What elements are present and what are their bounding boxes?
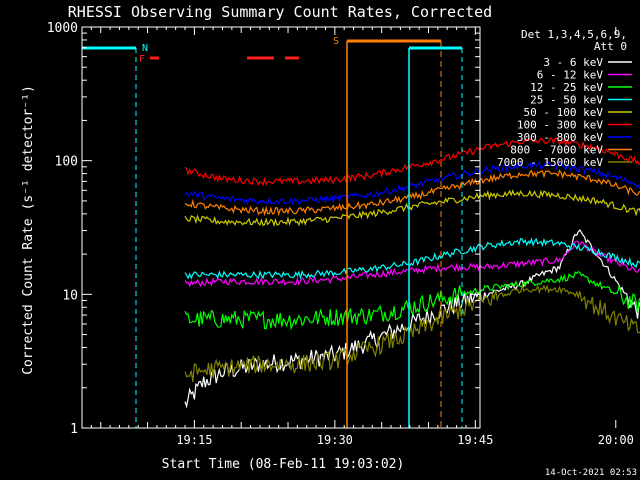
- plot-frame: [81, 26, 481, 429]
- y-tick-label: 10: [62, 288, 78, 303]
- x-tick-label: 19:45: [457, 433, 493, 447]
- y-tick-label: 100: [55, 155, 78, 170]
- legend-header-line: Att 0: [594, 40, 627, 53]
- y-tick-label: 1: [70, 422, 78, 437]
- x-tick-label: 19:15: [176, 433, 212, 447]
- y-axis-label: Corrected Count Rate (s⁻¹ detector⁻¹): [21, 85, 36, 375]
- legend-label-7: 800 - 7000 keV: [510, 144, 603, 157]
- legend-label-4: 50 - 100 keV: [524, 106, 604, 119]
- series-line-7: [184, 169, 640, 217]
- legend-label-6: 300 - 800 keV: [517, 131, 603, 144]
- night-marker-label: N: [142, 43, 148, 54]
- timestamp: 14-Oct-2021 02:53: [545, 468, 637, 478]
- series-line-6: [184, 160, 640, 206]
- series-line-3: [184, 237, 640, 280]
- series-line-8: [184, 283, 640, 383]
- legend-header-line: Det 1,3,4,5,6,9,: [521, 28, 627, 41]
- marker-layer: NF S: [82, 36, 463, 428]
- chart-title: RHESSI Observing Summary Count Rates, Co…: [68, 3, 492, 21]
- x-tick-label: 19:30: [317, 433, 353, 447]
- legend-label-0: 3 - 6 keV: [543, 56, 603, 69]
- legend-label-8: 7000 - 15000 keV: [497, 156, 603, 169]
- series-layer: [184, 137, 640, 409]
- x-axis-label: Start Time (08-Feb-11 19:03:02): [162, 457, 405, 472]
- series-line-5: [184, 137, 640, 187]
- series-line-4: [184, 189, 640, 228]
- y-tick-label: 1000: [47, 21, 78, 36]
- legend-label-5: 100 - 300 keV: [517, 119, 603, 132]
- series-line-2: [184, 270, 640, 331]
- legend-label-2: 12 - 25 keV: [530, 81, 603, 94]
- flare-marker-label: F: [139, 54, 145, 65]
- legend-label-3: 25 - 50 keV: [530, 94, 603, 107]
- saa-marker-label: S: [333, 36, 339, 47]
- x-tick-label: 20:00: [598, 433, 634, 447]
- series-line-1: [184, 240, 640, 288]
- legend-label-1: 6 - 12 keV: [537, 69, 604, 82]
